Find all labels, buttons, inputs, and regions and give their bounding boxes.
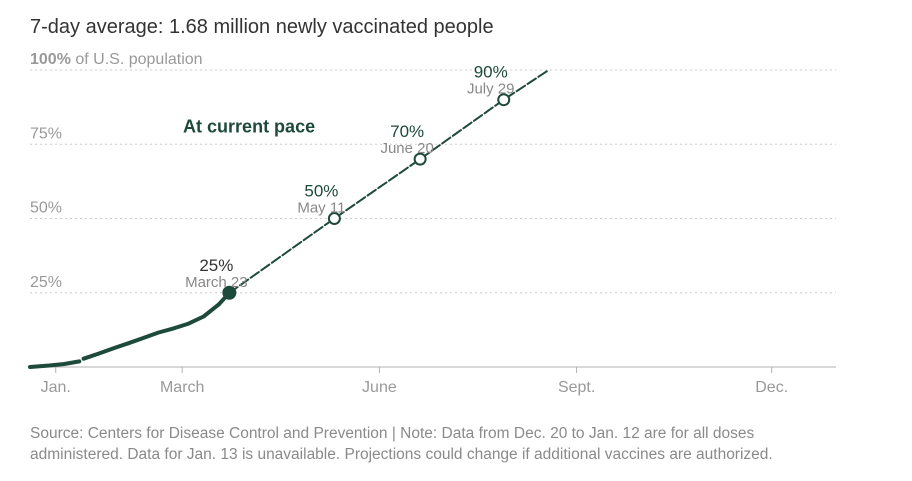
x-tick-label: June <box>362 379 397 396</box>
milestone-date-label: May 11 <box>297 200 345 217</box>
actual-line <box>81 290 232 361</box>
projection-annotation: At current pace <box>183 116 315 136</box>
milestone-dot-open <box>413 152 427 166</box>
milestone-dot-filled <box>222 285 237 300</box>
x-tick-label: March <box>160 379 204 396</box>
milestone-date-label: June 20 <box>380 140 433 157</box>
milestone-dot-open <box>327 212 341 225</box>
y-tick-value: 100% <box>30 51 71 68</box>
milestone-percent-label: 25% <box>199 256 233 275</box>
x-tick-label: Dec. <box>755 379 788 396</box>
milestone-date-label: March 23 <box>185 274 248 291</box>
x-tick-label: Jan. <box>41 379 71 396</box>
source-note: Source: Centers for Disease Control and … <box>30 425 773 463</box>
actual-line <box>28 359 82 369</box>
milestone-markers <box>222 93 511 300</box>
milestone-date-label: July 29 <box>467 81 515 98</box>
projection-line <box>228 69 550 294</box>
milestone-percent-label: 50% <box>304 182 338 201</box>
y-tick-label: 50% <box>30 200 62 217</box>
x-tick-label: Sept. <box>558 379 595 396</box>
milestone-labels: 25%March 23 50%May 11 70%June 20 90%July 29… <box>183 63 514 291</box>
y-tick-label: 100% of U.S. population <box>30 51 203 68</box>
gridlines <box>30 69 836 294</box>
y-tick-suffix: of U.S. population <box>71 51 203 68</box>
milestone-percent-label: 90% <box>474 63 508 82</box>
y-tick-value: 75% <box>30 125 62 142</box>
milestone-percent-label: 70% <box>390 122 424 141</box>
x-axis <box>30 366 836 373</box>
y-tick-label: 25% <box>30 274 62 291</box>
y-tick-value: 50% <box>30 200 62 217</box>
chart-headline: 7-day average: 1.68 million newly vaccin… <box>30 16 494 38</box>
y-tick-label: 75% <box>30 125 62 142</box>
series-lines <box>28 69 550 369</box>
y-tick-value: 25% <box>30 274 62 291</box>
y-tick-labels: 100% of U.S. population 75% 50% 25% <box>30 51 203 291</box>
milestone-dot-open <box>497 93 511 107</box>
vaccination-line-chart: 100% of U.S. population 75% 50% 25% Jan. Mar… <box>28 51 836 396</box>
x-tick-labels: Jan. March June Sept. Dec. <box>41 379 789 396</box>
